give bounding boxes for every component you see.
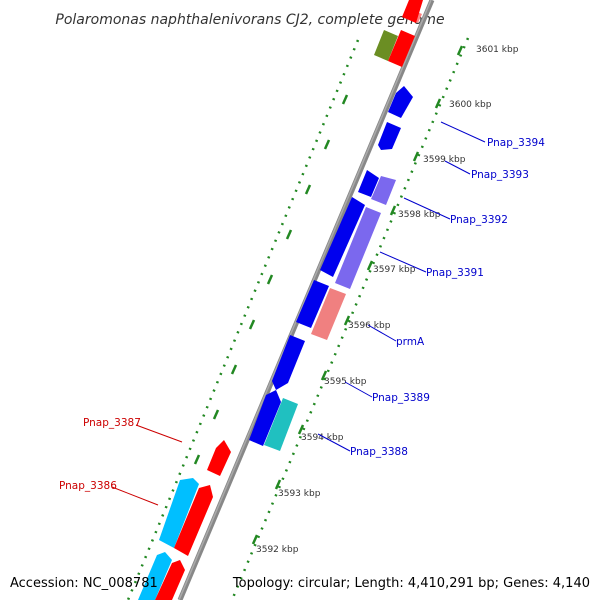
gene-arrow-olive[interactable] (374, 30, 398, 61)
gene-label[interactable]: Pnap_3392 (450, 214, 508, 226)
gene-pnap-3389[interactable] (272, 335, 305, 390)
gene-prmA[interactable] (311, 288, 346, 340)
gene-pnap-3392[interactable] (371, 176, 396, 205)
scale-label: 3599 kbp (423, 155, 466, 165)
gene-label[interactable]: Pnap_3387 (83, 417, 141, 429)
outer-scale-dotted-line (230, 37, 470, 600)
forward-strand-genes (249, 0, 423, 451)
gene-pnap-3393[interactable] (378, 122, 401, 150)
accession-text: Accession: NC_008781 (10, 576, 158, 591)
outer-scale-ticks (251, 45, 464, 545)
gene-pnap-3394[interactable] (388, 86, 413, 118)
map-title: Polaromonas naphthalenivorans CJ2, compl… (55, 12, 444, 28)
gene-prmA-pre[interactable] (296, 280, 329, 328)
gene-pnap-3388-pre[interactable] (249, 390, 281, 446)
gene-red-bottom[interactable] (155, 560, 185, 600)
gene-arrow-red[interactable] (388, 30, 415, 67)
scale-label: 3593 kbp (278, 489, 321, 499)
forward-gene-labels: Pnap_3394 Pnap_3393 Pnap_3392 Pnap_3391 … (350, 137, 545, 458)
scale-label: 3594 kbp (301, 433, 344, 443)
gene-label[interactable]: prmA (396, 336, 425, 348)
gene-pnap-3391-head[interactable] (358, 170, 379, 197)
scale-label: 3601 kbp (476, 45, 519, 55)
scale-label: 3592 kbp (256, 545, 299, 555)
gene-label[interactable]: Pnap_3393 (471, 169, 529, 181)
scale-label: 3600 kbp (449, 100, 492, 110)
gene-label[interactable]: Pnap_3391 (426, 267, 484, 279)
reverse-gene-labels: Pnap_3387 Pnap_3386 (59, 417, 141, 492)
gene-label[interactable]: Pnap_3388 (350, 446, 408, 458)
scale-label: 3598 kbp (398, 210, 441, 220)
scale-dotted-lines (126, 37, 470, 600)
gene-label[interactable]: Pnap_3394 (487, 137, 545, 149)
topology-text: Topology: circular; Length: 4,410,291 bp… (232, 576, 590, 591)
gene-pnap-3391[interactable] (320, 197, 365, 277)
gene-cyan-bottom[interactable] (138, 552, 172, 600)
gene-leader-lines (111, 121, 486, 506)
inner-scale-dotted-line (126, 39, 360, 600)
reverse-strand-genes (138, 440, 231, 600)
gene-label[interactable]: Pnap_3389 (372, 392, 430, 404)
gene-pnap-3386[interactable] (174, 485, 213, 556)
scale-labels: 3601 kbp 3600 kbp 3599 kbp 3598 kbp 3597… (256, 45, 519, 555)
gene-pnap-3388[interactable] (264, 398, 298, 451)
gene-pnap-3386-cyan[interactable] (159, 478, 199, 548)
scale-label: 3597 kbp (373, 265, 416, 275)
gene-pnap-3387[interactable] (207, 440, 231, 476)
gene-arrow-red-top[interactable] (402, 0, 423, 23)
gene-label[interactable]: Pnap_3386 (59, 480, 117, 492)
gene-pnap-3391-b[interactable] (335, 207, 381, 289)
